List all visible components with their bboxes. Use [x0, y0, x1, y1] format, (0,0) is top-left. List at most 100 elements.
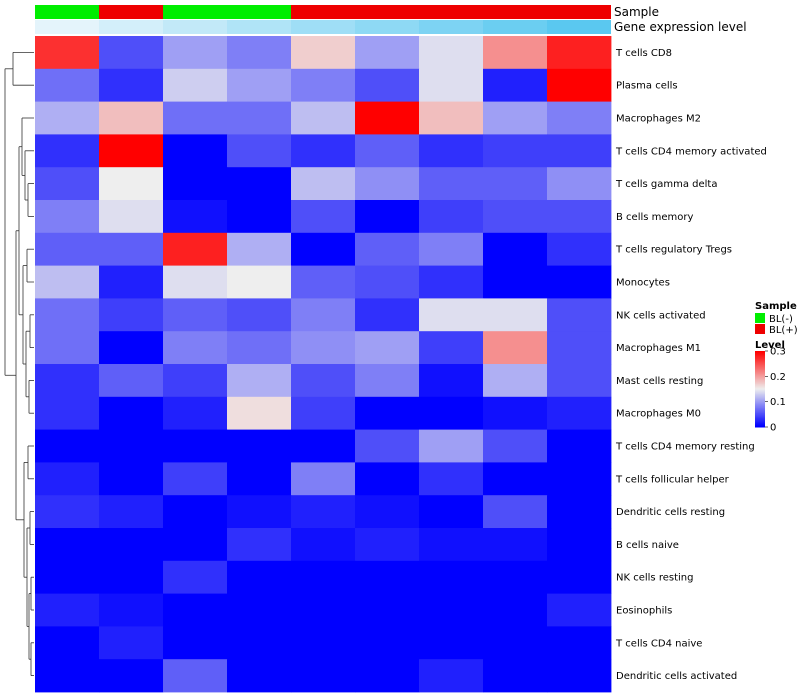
heatmap-cell — [483, 134, 548, 168]
heatmap-cell — [419, 331, 484, 365]
heatmap-cell — [419, 167, 484, 201]
heatmap-cell — [291, 134, 356, 168]
heatmap-cell — [99, 298, 164, 332]
heatmap-cell — [547, 200, 612, 234]
heatmap-cell — [355, 200, 420, 234]
heatmap-cell — [35, 429, 100, 463]
level-legend-gradient-step — [755, 371, 765, 374]
heatmap-cell — [99, 462, 164, 496]
expression-annotation-cell — [227, 20, 291, 34]
level-legend-gradient-step — [755, 415, 765, 418]
heatmap-cell — [483, 364, 548, 398]
level-legend-gradient-step — [755, 399, 765, 401]
heatmap-cell — [163, 364, 228, 398]
level-legend-gradient-step — [755, 389, 765, 391]
heatmap-cell — [355, 167, 420, 201]
level-legend-gradient-step — [755, 361, 765, 363]
heatmap-cell — [419, 232, 484, 266]
level-legend-gradient-step — [755, 367, 765, 370]
level-legend-gradient-step — [755, 364, 765, 367]
heatmap-cell — [227, 429, 292, 463]
heatmap-cell — [227, 659, 292, 693]
row-label: NK cells activated — [616, 310, 706, 321]
heatmap-cell — [419, 462, 484, 496]
level-legend-gradient-step — [755, 377, 765, 380]
row-label: T cells CD4 memory resting — [615, 442, 755, 453]
heatmap-cells — [35, 36, 612, 693]
heatmap-cell — [355, 429, 420, 463]
level-legend-gradient-step — [755, 375, 765, 377]
heatmap-cell — [99, 659, 164, 693]
level-legend-gradient-step — [755, 408, 765, 410]
sample-legend-swatch — [755, 313, 765, 323]
heatmap-cell — [291, 68, 356, 102]
sample-legend-label: BL(-) — [769, 314, 793, 325]
level-legend-title: Level — [755, 340, 785, 351]
level-legend-gradient-step — [755, 356, 765, 358]
heatmap-cell — [99, 232, 164, 266]
heatmap-cell — [35, 659, 100, 693]
level-legend-gradient-step — [755, 387, 765, 390]
heatmap-cell — [419, 101, 484, 135]
heatmap-cell — [547, 298, 612, 332]
sample-annotation-cell — [291, 5, 611, 19]
sample-legend-title: Sample — [755, 301, 797, 312]
row-label: Macrophages M0 — [616, 409, 701, 420]
level-legend-gradient-step — [755, 373, 765, 376]
level-legend-gradient-step — [755, 391, 765, 394]
heatmap-cell — [99, 396, 164, 430]
heatmap-cell — [291, 593, 356, 627]
level-legend-gradient-step — [755, 376, 765, 379]
heatmap-cell — [483, 101, 548, 135]
heatmap-cell — [419, 134, 484, 168]
heatmap-cell — [291, 396, 356, 430]
level-legend-gradient-step — [755, 383, 765, 386]
heatmap-cell — [483, 626, 548, 660]
level-legend-gradient-step — [755, 406, 765, 409]
expression-annotation-cell — [163, 20, 227, 34]
level-legend-gradient-step — [755, 413, 765, 415]
level-legend-gradient-step — [755, 381, 765, 384]
level-legend-gradient-step — [755, 370, 765, 372]
heatmap-cell — [419, 200, 484, 234]
level-legend-gradient-step — [755, 352, 765, 355]
heatmap-cell — [547, 364, 612, 398]
row-label: Plasma cells — [616, 81, 678, 92]
heatmap-cell — [99, 36, 164, 70]
heatmap-cell — [483, 429, 548, 463]
heatmap-cell — [227, 265, 292, 299]
heatmap-cell — [99, 200, 164, 234]
heatmap-cell — [483, 232, 548, 266]
heatmap-cell — [291, 462, 356, 496]
level-legend-gradient-step — [755, 401, 765, 404]
level-legend-gradient-step — [755, 394, 765, 396]
level-legend-gradient-step — [755, 395, 765, 398]
heatmap-cell — [35, 495, 100, 529]
heatmap-cell — [483, 298, 548, 332]
heatmap-cell — [547, 528, 612, 562]
level-legend-gradient-step — [755, 372, 765, 375]
heatmap-cell — [99, 528, 164, 562]
heatmap-cell — [291, 298, 356, 332]
heatmap-cell — [163, 331, 228, 365]
level-legend-gradient-step — [755, 421, 765, 424]
level-legend-gradient-step — [755, 358, 765, 361]
heatmap-cell — [227, 396, 292, 430]
row-label: Dendritic cells activated — [616, 671, 737, 682]
heatmap-cell — [227, 560, 292, 594]
expression-annotation-cell — [35, 20, 99, 34]
heatmap-cell — [419, 528, 484, 562]
row-label: Monocytes — [616, 278, 670, 289]
row-label: T cells follicular helper — [615, 474, 730, 485]
row-label: T cells CD4 memory activated — [615, 146, 767, 157]
heatmap-cell — [35, 560, 100, 594]
heatmap-cell — [355, 626, 420, 660]
expression-annotation-label: Gene expression level — [614, 20, 747, 34]
heatmap-cell — [35, 134, 100, 168]
level-legend-gradient-step — [755, 382, 765, 385]
heatmap-cell — [291, 265, 356, 299]
heatmap-cell — [99, 331, 164, 365]
